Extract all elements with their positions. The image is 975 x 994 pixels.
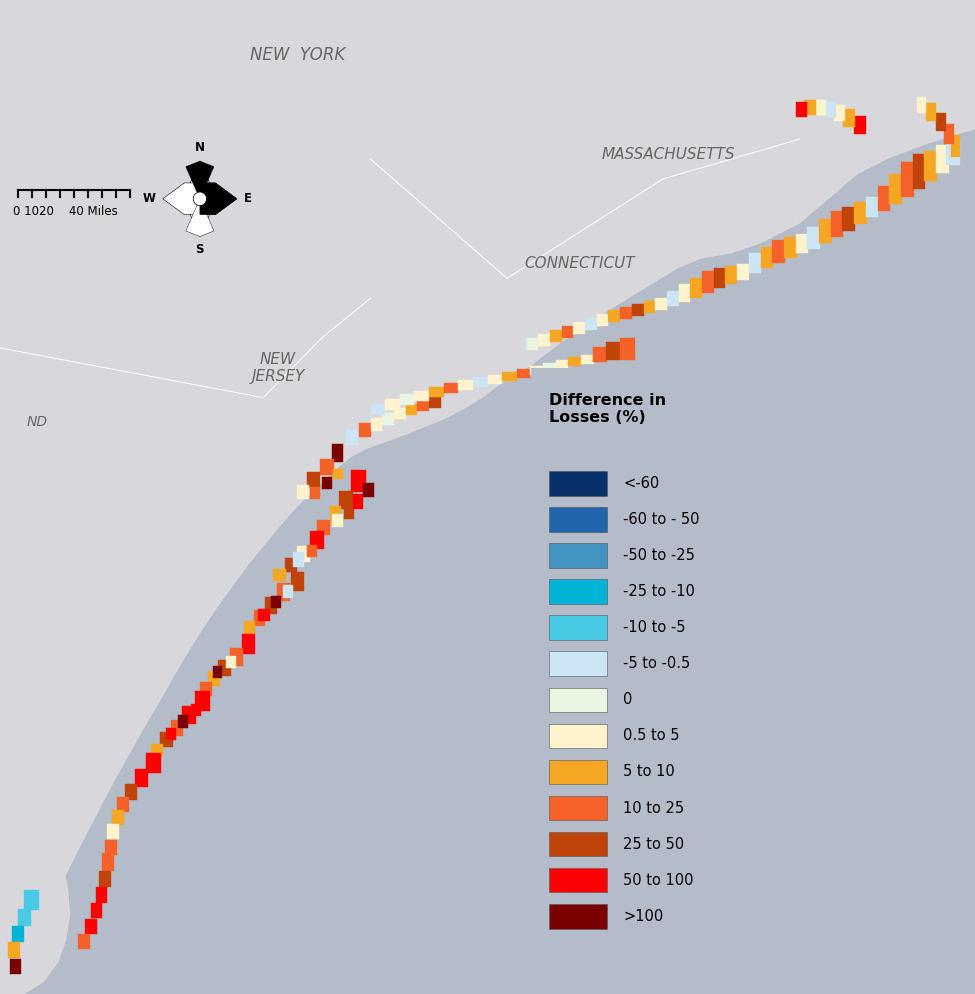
Bar (182, 706, 196, 724)
Bar (322, 477, 332, 489)
Bar (96, 887, 107, 903)
Bar (417, 399, 429, 411)
Bar (107, 824, 119, 839)
Bar (429, 387, 444, 397)
Text: N: N (195, 141, 205, 154)
Bar (936, 113, 946, 131)
Bar (550, 330, 562, 342)
Bar (458, 380, 473, 390)
Bar (549, 651, 607, 676)
Text: <-60: <-60 (623, 476, 659, 491)
Bar (135, 769, 148, 787)
Text: 50 to 100: 50 to 100 (623, 873, 693, 888)
Bar (406, 404, 417, 415)
Bar (913, 154, 925, 189)
Text: MASSACHUSETTS: MASSACHUSETTS (602, 146, 734, 162)
Bar (370, 418, 382, 431)
Text: -50 to -25: -50 to -25 (623, 548, 695, 563)
Bar (200, 682, 212, 696)
Text: 10 to 25: 10 to 25 (623, 800, 684, 815)
Bar (297, 546, 310, 562)
Text: Difference in
Losses (%): Difference in Losses (%) (549, 393, 666, 425)
Bar (549, 688, 607, 712)
Polygon shape (186, 161, 214, 199)
Bar (834, 105, 845, 121)
Text: 0.5 to 5: 0.5 to 5 (623, 729, 680, 744)
Bar (320, 459, 334, 475)
Bar (549, 832, 607, 857)
Bar (854, 202, 867, 224)
Bar (854, 116, 866, 134)
Polygon shape (186, 199, 214, 237)
Bar (517, 369, 530, 378)
Bar (737, 264, 749, 280)
Bar (679, 284, 690, 302)
Bar (444, 383, 458, 393)
Bar (191, 704, 201, 716)
Bar (273, 569, 286, 581)
Bar (655, 298, 667, 310)
Bar (283, 585, 292, 598)
Text: 0: 0 (623, 692, 633, 708)
Bar (353, 494, 363, 509)
Bar (117, 797, 129, 812)
Bar (394, 408, 406, 419)
Text: -25 to -10: -25 to -10 (623, 584, 695, 599)
Bar (549, 759, 607, 784)
Bar (926, 103, 936, 121)
Text: ND: ND (26, 415, 48, 429)
Bar (382, 413, 394, 425)
Bar (208, 671, 220, 686)
Text: W: W (143, 192, 156, 206)
Bar (346, 430, 358, 445)
Bar (488, 375, 502, 384)
Bar (370, 404, 385, 415)
Bar (889, 174, 902, 204)
Text: NEW
JERSEY: NEW JERSEY (252, 352, 304, 384)
Bar (125, 784, 137, 800)
Bar (597, 314, 608, 326)
Bar (429, 396, 441, 408)
Bar (265, 597, 277, 614)
Bar (271, 596, 281, 608)
Bar (901, 162, 914, 197)
Bar (916, 97, 926, 113)
Bar (924, 151, 937, 181)
Bar (796, 234, 808, 253)
Bar (593, 347, 607, 362)
Bar (297, 485, 309, 499)
Bar (831, 211, 843, 237)
Bar (385, 399, 400, 410)
Bar (307, 472, 320, 487)
Bar (99, 871, 111, 887)
Bar (330, 506, 341, 522)
Bar (24, 890, 39, 910)
Bar (804, 100, 816, 115)
Bar (936, 145, 949, 173)
Bar (581, 355, 594, 364)
Bar (112, 810, 124, 825)
Bar (291, 572, 304, 591)
Bar (772, 240, 785, 263)
Text: E: E (244, 192, 252, 206)
Bar (473, 377, 488, 387)
Bar (160, 732, 173, 747)
Circle shape (193, 192, 207, 206)
Bar (549, 615, 607, 640)
Bar (951, 135, 960, 157)
Bar (230, 648, 243, 666)
Text: NEW  YORK: NEW YORK (250, 46, 345, 64)
Bar (549, 580, 607, 603)
Bar (819, 219, 832, 243)
Bar (760, 247, 773, 268)
Bar (102, 853, 114, 871)
Bar (549, 724, 607, 748)
Text: 25 to 50: 25 to 50 (623, 837, 684, 852)
Bar (502, 372, 517, 381)
Bar (258, 609, 270, 621)
Bar (620, 338, 635, 360)
Bar (549, 507, 607, 532)
Bar (226, 656, 236, 668)
Bar (562, 326, 573, 338)
